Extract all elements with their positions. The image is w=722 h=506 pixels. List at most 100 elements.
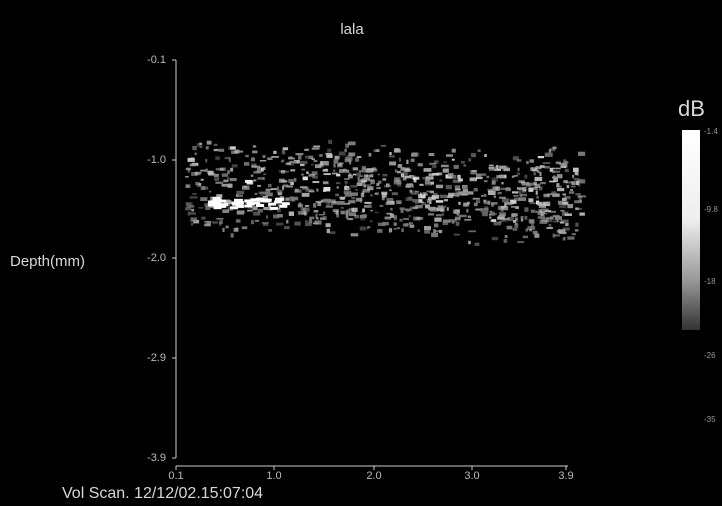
- speckle: [571, 233, 577, 236]
- speckle: [480, 173, 487, 176]
- speckle: [316, 188, 319, 192]
- speckle: [200, 169, 206, 172]
- speckle: [499, 212, 506, 216]
- speckle: [445, 184, 452, 190]
- speckle: [356, 182, 363, 186]
- speckle: [489, 216, 492, 219]
- speckle: [267, 194, 272, 197]
- speckle: [513, 197, 520, 202]
- speckle: [235, 194, 239, 197]
- speckle: [278, 170, 282, 173]
- y-tick-label: -0.1: [147, 54, 166, 66]
- speckle: [534, 176, 543, 181]
- speckle: [524, 215, 528, 220]
- speckle: [199, 142, 202, 145]
- speckle: [538, 203, 546, 208]
- speckle: [319, 163, 324, 168]
- speckle: [265, 189, 271, 193]
- speckle: [397, 182, 402, 187]
- speckle: [515, 222, 518, 226]
- speckle: [398, 157, 401, 162]
- speckle: [245, 154, 249, 158]
- speckle: [498, 214, 506, 217]
- speckle: [500, 219, 507, 222]
- speckle: [285, 197, 290, 201]
- speckle: [491, 202, 498, 205]
- speckle: [364, 205, 369, 208]
- speckle: [243, 162, 250, 166]
- speckle: [425, 204, 430, 209]
- speckle: [290, 169, 296, 172]
- speckle: [433, 223, 439, 228]
- speckle: [529, 219, 535, 224]
- speckle: [504, 202, 510, 205]
- speckle: [205, 205, 211, 210]
- speckle: [481, 194, 484, 197]
- speckle: [278, 178, 285, 183]
- speckle: [252, 150, 258, 154]
- speckle: [227, 183, 233, 188]
- colorbar-tick-label: -35: [704, 415, 716, 424]
- speckle: [493, 168, 501, 171]
- speckle: [542, 201, 551, 207]
- speckle: [382, 178, 387, 181]
- speckle: [406, 159, 409, 165]
- speckle: [257, 185, 261, 187]
- speckle: [370, 209, 373, 212]
- speckle: [518, 180, 525, 184]
- speckle: [432, 173, 440, 176]
- speckle: [376, 183, 380, 186]
- speckle: [517, 241, 525, 243]
- speckle: [380, 145, 387, 147]
- speckle: [415, 204, 423, 209]
- speckle: [499, 165, 507, 169]
- speckle: [425, 176, 431, 181]
- speckle: [409, 189, 413, 193]
- speckle: [252, 206, 258, 211]
- speckle: [493, 221, 501, 226]
- speckle: [284, 226, 290, 230]
- speckle: [281, 149, 286, 155]
- speckle: [219, 167, 226, 171]
- speckle: [262, 196, 268, 199]
- speckle: [504, 235, 508, 238]
- speckle: [500, 187, 506, 190]
- speckle: [567, 236, 575, 240]
- speckle: [413, 178, 417, 183]
- speckle: [268, 229, 273, 232]
- speckle: [506, 225, 513, 230]
- speckle: [322, 216, 327, 220]
- speckle: [228, 157, 231, 163]
- speckle: [325, 152, 332, 155]
- speckle: [236, 201, 244, 205]
- speckle: [467, 215, 471, 218]
- speckle: [518, 197, 527, 201]
- speckle: [368, 152, 372, 157]
- speckle: [370, 179, 375, 185]
- speckle: [393, 149, 401, 153]
- speckle: [424, 226, 431, 231]
- speckle: [205, 158, 208, 163]
- speckle: [562, 201, 568, 204]
- speckle: [566, 184, 570, 189]
- speckle: [344, 181, 348, 184]
- speckle: [560, 219, 569, 223]
- speckle: [500, 206, 505, 209]
- speckle: [503, 218, 510, 220]
- speckle: [323, 189, 327, 192]
- speckle: [288, 156, 293, 159]
- speckle: [499, 196, 506, 199]
- speckle: [490, 188, 499, 192]
- speckle: [434, 160, 439, 164]
- speckle: [513, 175, 518, 177]
- speckle: [406, 210, 410, 212]
- speckle: [254, 219, 260, 222]
- speckle: [309, 216, 315, 220]
- speckle: [376, 187, 381, 189]
- speckle: [532, 230, 538, 235]
- speckle: [294, 188, 299, 193]
- speckle: [332, 201, 341, 205]
- speckle: [483, 199, 487, 203]
- speckle: [431, 232, 439, 238]
